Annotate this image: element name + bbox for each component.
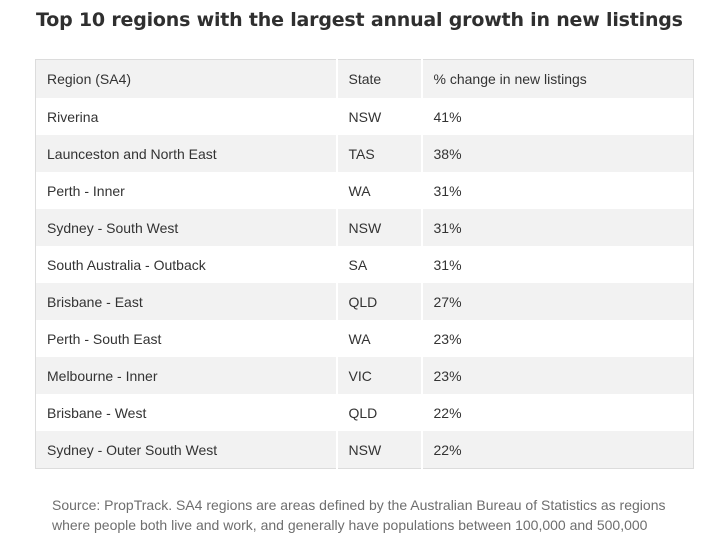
table-row: Brisbane - West QLD 22% [35, 394, 694, 431]
state-cell: QLD [335, 283, 422, 320]
column-header-state: State [335, 59, 422, 98]
change-cell: 22% [420, 394, 694, 431]
state-cell: SA [335, 246, 422, 283]
region-cell: Melbourne - Inner [35, 357, 337, 394]
column-header-region: Region (SA4) [35, 59, 337, 98]
state-cell: NSW [335, 431, 422, 469]
table-row: Riverina NSW 41% [35, 98, 694, 135]
table-row: Melbourne - Inner VIC 23% [35, 357, 694, 394]
source-note: Source: PropTrack. SA4 regions are areas… [52, 495, 702, 535]
table-row: Perth - South East WA 23% [35, 320, 694, 357]
region-cell: South Australia - Outback [35, 246, 337, 283]
change-cell: 31% [420, 209, 694, 246]
change-cell: 23% [420, 357, 694, 394]
change-cell: 31% [420, 246, 694, 283]
source-note-line-2: where people both live and work, and gen… [52, 517, 648, 533]
change-cell: 41% [420, 98, 694, 135]
state-cell: NSW [335, 98, 422, 135]
state-cell: TAS [335, 135, 422, 172]
table-row: Sydney - South West NSW 31% [35, 209, 694, 246]
table-row: Perth - Inner WA 31% [35, 172, 694, 209]
region-cell: Brisbane - East [35, 283, 337, 320]
region-cell: Perth - South East [35, 320, 337, 357]
state-cell: WA [335, 320, 422, 357]
region-cell: Riverina [35, 98, 337, 135]
table-row: Launceston and North East TAS 38% [35, 135, 694, 172]
region-cell: Brisbane - West [35, 394, 337, 431]
table-row: Brisbane - East QLD 27% [35, 283, 694, 320]
region-cell: Sydney - Outer South West [35, 431, 337, 469]
region-cell: Sydney - South West [35, 209, 337, 246]
column-header-change: % change in new listings [420, 59, 694, 98]
state-cell: QLD [335, 394, 422, 431]
state-cell: VIC [335, 357, 422, 394]
state-cell: WA [335, 172, 422, 209]
table-row: Sydney - Outer South West NSW 22% [35, 431, 694, 469]
change-cell: 38% [420, 135, 694, 172]
region-cell: Perth - Inner [35, 172, 337, 209]
table-row: South Australia - Outback SA 31% [35, 246, 694, 283]
change-cell: 31% [420, 172, 694, 209]
listings-growth-table: Region (SA4) State % change in new listi… [35, 59, 694, 469]
region-cell: Launceston and North East [35, 135, 337, 172]
source-note-line-1: Source: PropTrack. SA4 regions are areas… [52, 497, 666, 513]
change-cell: 23% [420, 320, 694, 357]
change-cell: 27% [420, 283, 694, 320]
state-cell: NSW [335, 209, 422, 246]
table-title: Top 10 regions with the largest annual g… [36, 9, 683, 31]
table-header-row: Region (SA4) State % change in new listi… [35, 59, 694, 98]
change-cell: 22% [420, 431, 694, 469]
